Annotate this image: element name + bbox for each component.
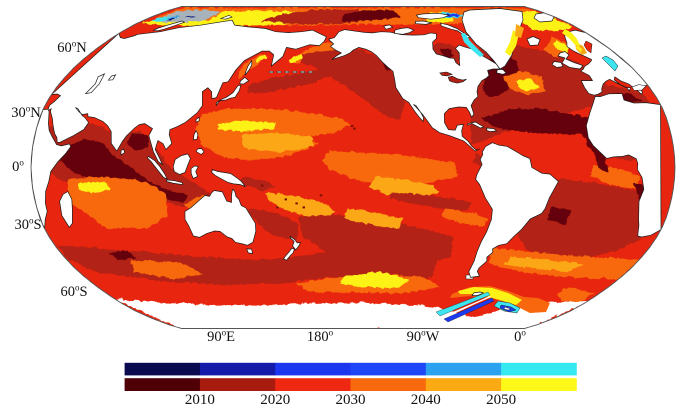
svg-text:60oS: 60oS — [60, 283, 87, 301]
svg-text:30oN: 30oN — [11, 104, 41, 122]
svg-text:2040: 2040 — [411, 392, 441, 408]
svg-text:90oE: 90oE — [207, 328, 235, 346]
svg-text:2020: 2020 — [260, 392, 290, 408]
svg-text:30oS: 30oS — [14, 216, 41, 234]
svg-text:60oN: 60oN — [57, 39, 87, 57]
svg-text:2010: 2010 — [185, 392, 215, 408]
svg-text:2050: 2050 — [486, 392, 516, 408]
svg-text:90oW: 90oW — [407, 328, 440, 346]
svg-text:2030: 2030 — [336, 392, 366, 408]
svg-text:180o: 180o — [307, 328, 334, 346]
